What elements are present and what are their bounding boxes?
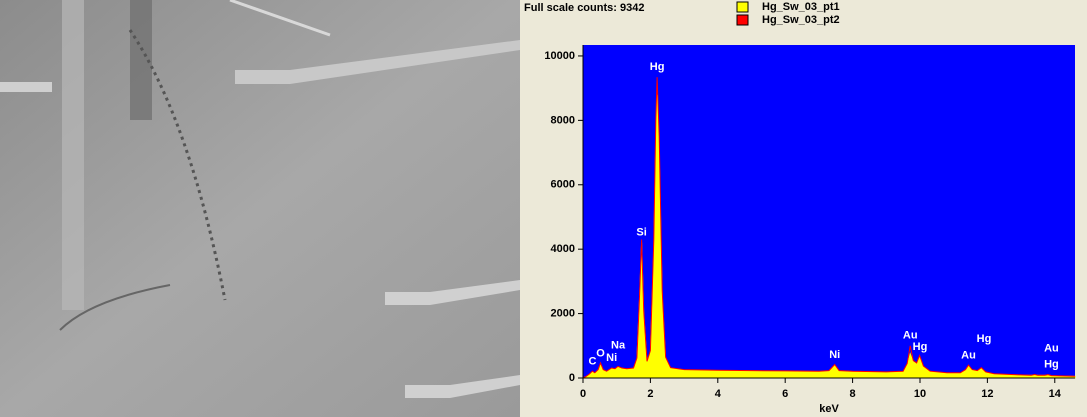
peak-label: C (588, 355, 596, 367)
peak-label: Ni (829, 349, 840, 361)
legend-label: Hg_Sw_03_pt1 (762, 1, 840, 13)
y-tick-label: 8000 (551, 114, 575, 126)
x-tick-label: 10 (914, 388, 926, 400)
x-tick-label: 12 (981, 388, 993, 400)
x-axis-label: keV (819, 403, 839, 415)
legend-swatch (736, 1, 749, 13)
peak-label: Hg (650, 61, 665, 73)
x-tick-label: 8 (850, 388, 856, 400)
chart-title: Full scale counts: 9342 (524, 2, 644, 14)
sem-image (0, 0, 520, 417)
peak-label: Au (903, 330, 918, 342)
peak-label: Na (611, 339, 626, 351)
y-tick-label: 10000 (544, 50, 575, 62)
peak-label: Ni (606, 352, 617, 364)
peak-label: Au (1044, 343, 1059, 355)
y-tick-label: 6000 (551, 179, 575, 191)
peak-label: Hg (913, 341, 928, 353)
peak-label: Au (961, 350, 976, 362)
x-tick-label: 2 (647, 388, 653, 400)
legend-swatch (736, 14, 749, 26)
y-tick-label: 2000 (551, 307, 575, 319)
y-tick-label: 0 (569, 372, 575, 384)
peak-label: Hg (977, 333, 992, 345)
peak-label: Si (636, 227, 646, 239)
legend-label: Hg_Sw_03_pt2 (762, 14, 840, 26)
x-tick-label: 6 (782, 388, 788, 400)
plot-area (583, 45, 1075, 378)
peak-label: Hg (1044, 359, 1059, 371)
x-tick-label: 14 (1049, 388, 1062, 400)
y-tick-label: 4000 (551, 243, 575, 255)
spectrum-line (582, 77, 1076, 379)
x-tick-label: 0 (580, 388, 586, 400)
peak-label: O (596, 347, 605, 359)
x-tick-label: 4 (715, 388, 722, 400)
